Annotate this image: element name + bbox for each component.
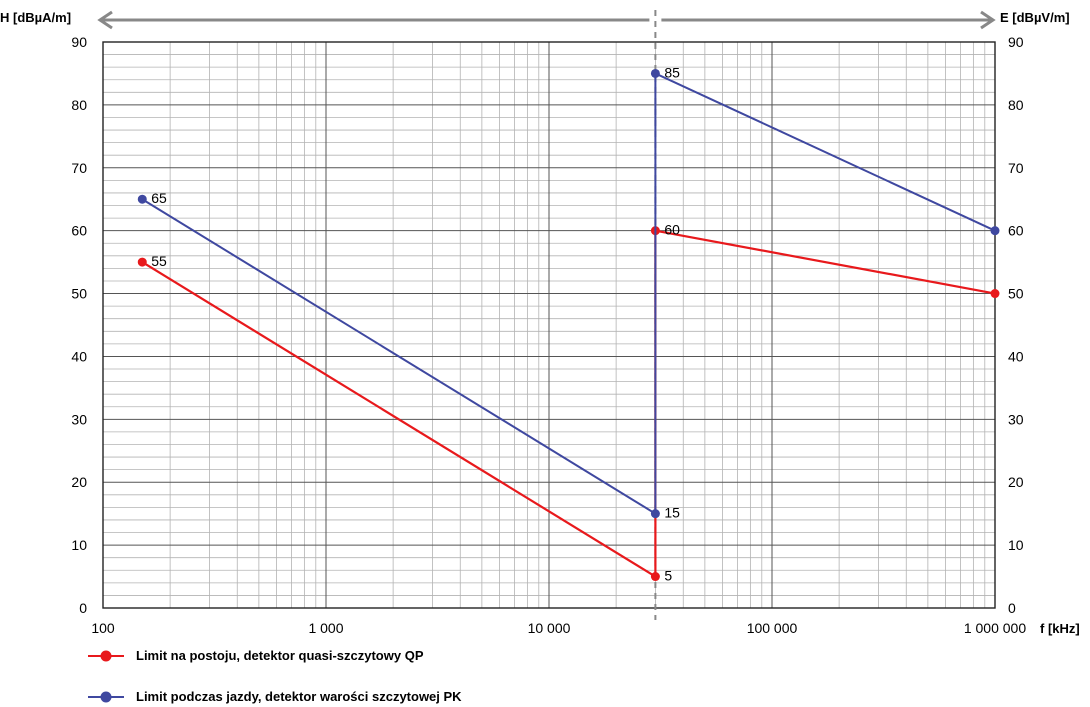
minor-grid — [103, 42, 995, 608]
data-point — [137, 194, 147, 204]
y-axis-label-left: H [dBµA/m] — [0, 10, 71, 25]
data-point — [990, 226, 1000, 236]
x-tick-label: 100 — [91, 620, 115, 636]
y-tick-label-left: 20 — [71, 474, 87, 490]
legend-label-pk: Limit podczas jazdy, detektor warości sz… — [136, 689, 462, 704]
data-point — [650, 68, 660, 78]
x-tick-label: 100 000 — [747, 620, 798, 636]
y-tick-label-right: 40 — [1008, 348, 1024, 364]
data-label: 60 — [664, 222, 680, 238]
y-tick-label-right: 0 — [1008, 600, 1016, 616]
x-tick-label: 1 000 000 — [964, 620, 1026, 636]
y-tick-label-right: 20 — [1008, 474, 1024, 490]
y-ticks-right: 0 10 20 30 40 50 60 70 80 90 — [1008, 34, 1024, 616]
y-tick-label-left: 90 — [71, 34, 87, 50]
data-label: 5 — [664, 568, 672, 584]
series-line — [141, 71, 996, 516]
y-tick-label-left: 0 — [79, 600, 87, 616]
y-tick-label-left: 40 — [71, 348, 87, 364]
y-tick-label-right: 80 — [1008, 97, 1024, 113]
x-ticks: 100 1 000 10 000 100 000 1 000 000 — [91, 620, 1026, 636]
data-label: 85 — [664, 64, 680, 80]
axis-arrows — [97, 10, 996, 30]
x-tick-label: 10 000 — [528, 620, 571, 636]
arrow-left-head — [97, 10, 113, 30]
legend-label-qp: Limit na postoju, detektor quasi-szczyto… — [136, 648, 424, 663]
y-tick-label-left: 10 — [71, 537, 87, 553]
legend-marker-qp — [88, 650, 124, 661]
arrow-right-head — [980, 10, 996, 30]
y-tick-label-left: 50 — [71, 286, 87, 302]
y-tick-label-left: 70 — [71, 160, 87, 176]
y-tick-label-left: 60 — [71, 223, 87, 239]
y-tick-label-right: 70 — [1008, 160, 1024, 176]
plot-frame — [102, 41, 996, 609]
legend-item-pk: Limit podczas jazdy, detektor warości sz… — [88, 689, 462, 704]
x-axis-label: f [kHz] — [1040, 621, 1080, 636]
data-label: 15 — [664, 505, 680, 521]
data-label: 55 — [151, 253, 167, 269]
y-tick-label-right: 90 — [1008, 34, 1024, 50]
y-tick-label-right: 60 — [1008, 223, 1024, 239]
y-tick-label-right: 50 — [1008, 286, 1024, 302]
data-point — [990, 289, 1000, 299]
y-tick-label-left: 30 — [71, 411, 87, 427]
data-label: 65 — [151, 190, 167, 206]
y-tick-label-right: 10 — [1008, 537, 1024, 553]
y-tick-label-left: 80 — [71, 97, 87, 113]
legend-item-qp: Limit na postoju, detektor quasi-szczyto… — [88, 648, 424, 663]
series-line — [141, 229, 996, 579]
x-tick-label: 1 000 — [308, 620, 343, 636]
data-point — [650, 572, 660, 582]
y-tick-label-right: 30 — [1008, 411, 1024, 427]
plot-border — [102, 41, 996, 609]
y-ticks-left: 0 10 20 30 40 50 60 70 80 90 — [71, 34, 87, 616]
legend-marker-pk — [88, 691, 124, 702]
data-point — [650, 509, 660, 519]
major-grid — [102, 41, 996, 609]
y-axis-label-right: E [dBµV/m] — [1000, 10, 1070, 25]
data-point — [137, 257, 147, 267]
series-pk: 65 15 85 — [137, 64, 1000, 521]
